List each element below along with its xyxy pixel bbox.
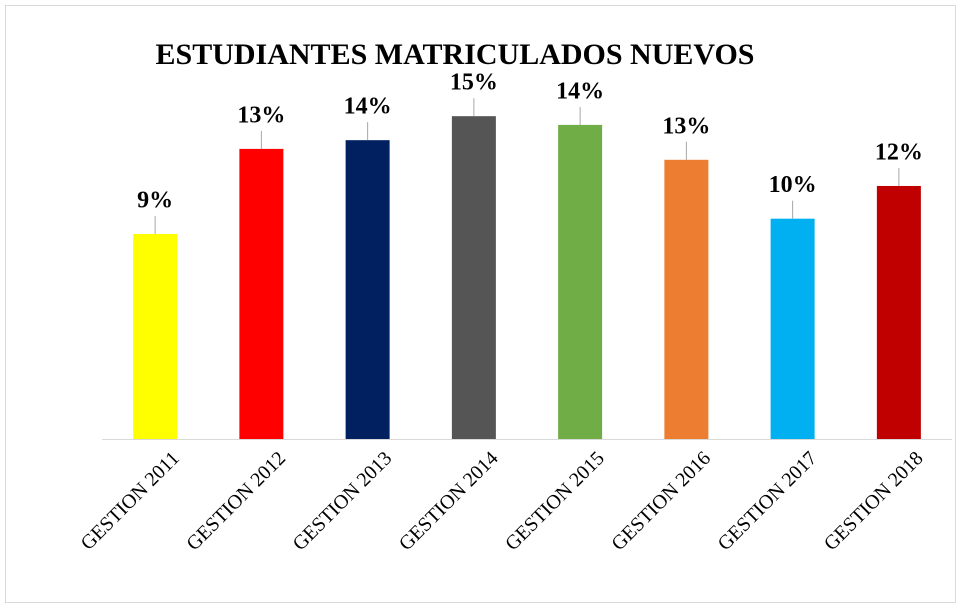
bar (664, 159, 709, 440)
data-label: 13% (662, 113, 710, 139)
data-label: 9% (137, 187, 173, 213)
data-label: 12% (875, 139, 923, 165)
bar (451, 116, 496, 440)
chart-title: ESTUDIANTES MATRICULADOS NUEVOS (156, 38, 755, 71)
bar (239, 148, 284, 440)
bar (133, 233, 178, 439)
data-label: 10% (769, 172, 817, 198)
data-label: 14% (344, 94, 392, 120)
bar (345, 140, 390, 439)
bar (558, 124, 603, 440)
data-label: 14% (556, 78, 604, 104)
bar (876, 185, 921, 439)
bar (770, 218, 815, 439)
data-label: 15% (450, 70, 498, 96)
data-label: 13% (237, 102, 285, 128)
